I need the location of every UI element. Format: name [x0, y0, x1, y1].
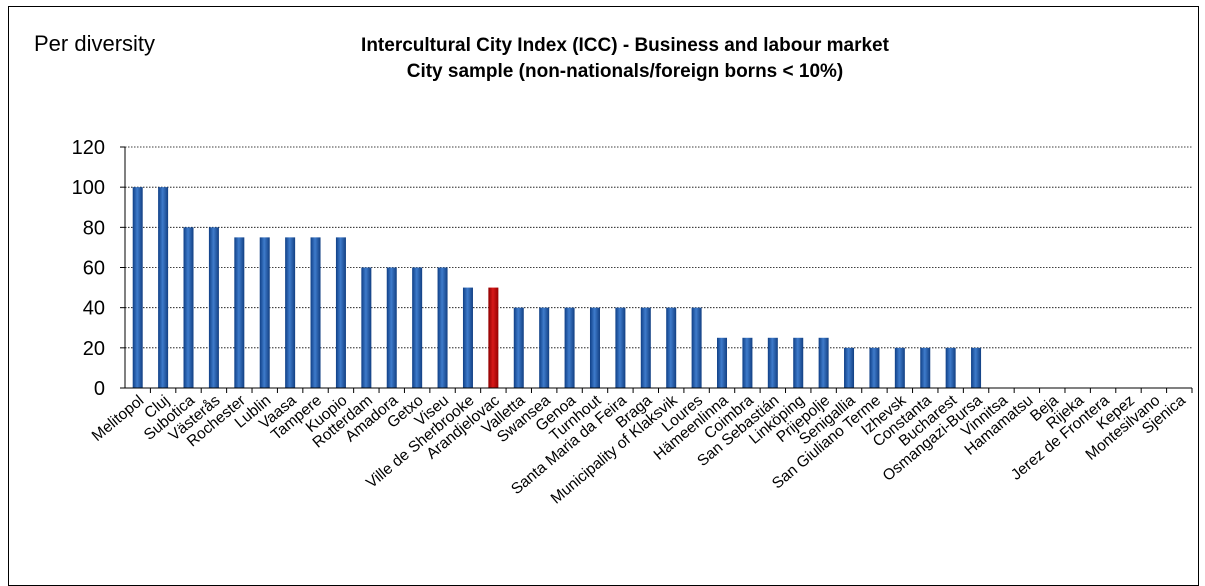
- bar: [132, 187, 143, 388]
- bar: [615, 307, 626, 388]
- y-tick-label: 100: [72, 177, 105, 199]
- bar: [513, 307, 524, 388]
- y-axis: 0 20 40 60 80 100 120: [72, 137, 126, 400]
- y-tick-label: 40: [83, 298, 105, 320]
- bar: [844, 347, 855, 388]
- y-tick-label: 60: [83, 258, 105, 280]
- bar: [640, 307, 651, 388]
- bar: [488, 287, 499, 388]
- bar: [437, 267, 448, 388]
- bar: [717, 337, 728, 388]
- bar: [920, 347, 931, 388]
- bar: [386, 267, 397, 388]
- bar: [259, 237, 270, 388]
- bar: [462, 287, 473, 388]
- bar: [310, 237, 321, 388]
- bar-chart: 0 20 40 60 80 100 120 MelitopolClujSuboticaVäs…: [72, 137, 1193, 507]
- chart-title-line2: City sample (non-nationals/foreign borns…: [406, 61, 844, 82]
- bar: [361, 267, 372, 388]
- bar: [589, 307, 600, 388]
- chart-title: Intercultural City Index (ICC) - Busines…: [200, 33, 1050, 85]
- bar: [208, 227, 219, 388]
- bar: [767, 337, 778, 388]
- y-tick-label: 0: [94, 378, 105, 400]
- bar: [869, 347, 880, 388]
- bar: [818, 337, 829, 388]
- bar: [742, 337, 753, 388]
- bar: [564, 307, 575, 388]
- x-axis: MelitopolClujSuboticaVästeråsRochesterLu…: [89, 387, 1193, 507]
- bar: [894, 347, 905, 388]
- bar: [412, 267, 423, 388]
- bar: [285, 237, 296, 388]
- gridlines: [125, 146, 1192, 349]
- bar: [183, 227, 194, 388]
- bar: [539, 307, 550, 388]
- corner-label: Per diversity: [34, 31, 156, 56]
- y-tick-label: 120: [72, 137, 105, 159]
- bars: [132, 187, 982, 388]
- bar: [793, 337, 804, 388]
- bar: [158, 187, 169, 388]
- bar: [335, 237, 346, 388]
- y-tick-label: 20: [83, 338, 105, 360]
- y-tick-label: 80: [83, 217, 105, 239]
- bar: [945, 347, 956, 388]
- bar: [666, 307, 677, 388]
- chart-title-line1: Intercultural City Index (ICC) - Busines…: [361, 35, 889, 56]
- bar: [971, 347, 982, 388]
- bar: [234, 237, 245, 388]
- bar: [691, 307, 702, 388]
